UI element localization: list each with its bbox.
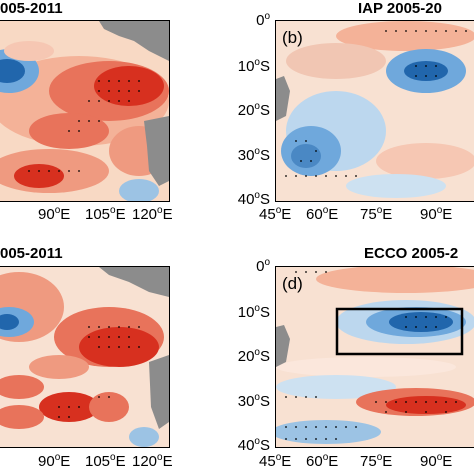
panel-a-map [0, 20, 170, 202]
panel-b-title: IAP 2005-20 [358, 0, 442, 17]
panel-d-xtick-75: 75oE [360, 452, 393, 470]
panel-d-title: ECCO 2005-2 [364, 245, 459, 262]
panel-a-xtick-90: 90oE [38, 205, 71, 223]
panel-c-title: 005-2011 [0, 245, 63, 262]
region-box [335, 307, 464, 356]
panel-b-ytick-30: 30oS [237, 146, 270, 164]
panel-c-xtick-105: 105oE [85, 452, 126, 470]
panel-d-xtick-45: 45oE [259, 452, 292, 470]
panel-d-xtick-90: 90oE [420, 452, 453, 470]
panel-b-ytick-10: 10oS [237, 57, 270, 75]
panel-d-field [276, 267, 474, 447]
panel-b-xtick-60: 60oE [306, 205, 339, 223]
panel-c-xtick-90: 90oE [38, 452, 71, 470]
panel-b-ytick-20: 20oS [237, 101, 270, 119]
panel-a-xtick-120: 120oE [132, 205, 173, 223]
panel-b-map [275, 20, 474, 202]
panel-b-xtick-75: 75oE [360, 205, 393, 223]
panel-c-xtick-120: 120oE [132, 452, 173, 470]
panel-a-xtick-105: 105oE [85, 205, 126, 223]
panel-d-ytick-20: 20oS [237, 347, 270, 365]
panel-a-field [0, 21, 169, 201]
panel-d-xtick-60: 60oE [306, 452, 339, 470]
panel-c-map [0, 266, 170, 448]
panel-d-ytick-0: 0o [256, 257, 270, 275]
panel-b-label: (b) [282, 28, 303, 47]
panel-a-title: 005-2011 [0, 0, 63, 17]
panel-b-ytick-0: 0o [256, 11, 270, 29]
panel-d-ytick-10: 10oS [237, 303, 270, 321]
panel-d-map [275, 266, 474, 448]
panel-b-field [276, 21, 474, 201]
panel-d-label: (d) [282, 274, 303, 293]
panel-b-xtick-90: 90oE [420, 205, 453, 223]
panel-c-field [0, 267, 169, 447]
panel-d-ytick-30: 30oS [237, 392, 270, 410]
panel-b-xtick-45: 45oE [259, 205, 292, 223]
panel-d-ytick-40: 40oS [237, 436, 270, 454]
panel-b-ytick-40: 40oS [237, 190, 270, 208]
